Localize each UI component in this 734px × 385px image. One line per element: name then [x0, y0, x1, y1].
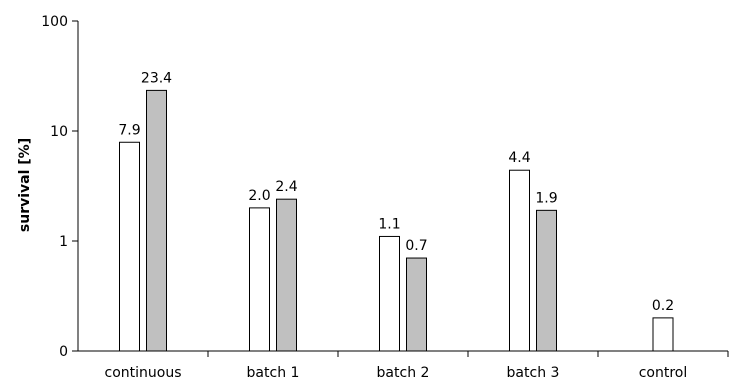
data-labels: 7.9 23.4 2.0 2.4 1.1 0.7 4.4 1.9 0.2	[118, 70, 674, 314]
bars	[119, 89, 674, 352]
bar	[406, 257, 427, 352]
data-label: 1.1	[378, 216, 400, 232]
data-label: 2.0	[248, 188, 270, 204]
bar	[379, 235, 400, 352]
x-tick-label: batch 3	[507, 365, 560, 381]
data-label: 0.7	[405, 238, 427, 254]
data-label: 23.4	[141, 70, 172, 86]
y-axis-label: survival [%]	[17, 138, 33, 232]
bar	[146, 89, 167, 352]
x-tick-label: continuous	[105, 365, 182, 381]
x-tick-label: batch 1	[247, 365, 300, 381]
data-label: 7.9	[118, 122, 140, 138]
x-axis: continuous batch 1 batch 2 batch 3 control	[78, 350, 729, 381]
bar	[119, 141, 140, 352]
y-tick-label: 1	[59, 234, 68, 250]
x-tick-label: control	[639, 365, 688, 381]
data-label: 1.9	[535, 190, 557, 206]
x-tick-label: batch 2	[377, 365, 430, 381]
y-tick-label: 0	[59, 344, 68, 360]
y-tick-label: 100	[41, 14, 68, 30]
bar	[536, 209, 557, 352]
bar	[509, 169, 530, 352]
y-axis: 0 1 10 100	[41, 14, 79, 360]
data-label: 4.4	[508, 150, 530, 166]
y-tick-label: 10	[50, 124, 68, 140]
data-label: 2.4	[275, 179, 297, 195]
bar	[276, 198, 297, 352]
data-label: 0.2	[652, 298, 674, 314]
bar	[249, 207, 270, 352]
bar	[652, 317, 674, 352]
